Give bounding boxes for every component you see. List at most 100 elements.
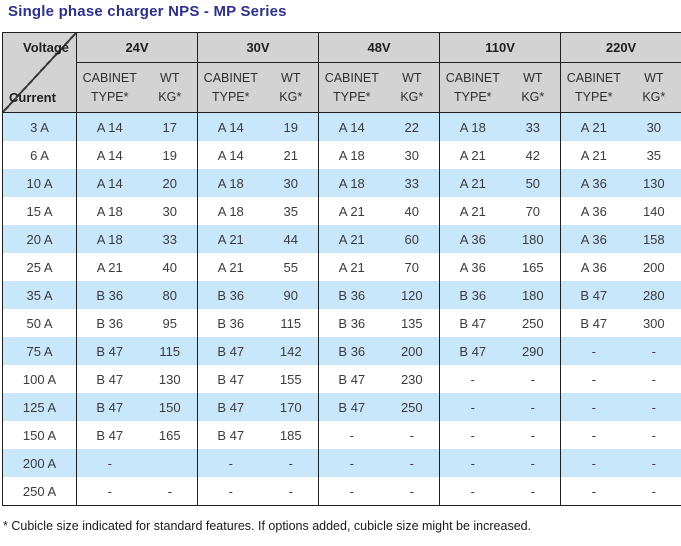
cell-cabinet-type: A 21 bbox=[439, 169, 506, 197]
subheader-cabinet-type: CABINET TYPE* bbox=[560, 62, 627, 113]
cell-weight: - bbox=[626, 449, 681, 477]
subheader-line: KG* bbox=[521, 89, 545, 104]
subheader-weight: WT KG* bbox=[505, 62, 561, 113]
cell-cabinet-type: B 47 bbox=[318, 365, 385, 393]
voltage-header: 24V bbox=[75, 32, 198, 63]
cell-weight: 40 bbox=[384, 197, 440, 225]
current-axis-label: Current bbox=[9, 90, 56, 105]
cell-cabinet-type: A 21 bbox=[439, 197, 506, 225]
cell-cabinet-type: A 14 bbox=[197, 141, 264, 169]
cell-cabinet-type: A 21 bbox=[318, 253, 385, 281]
cell-cabinet-type: - bbox=[560, 393, 627, 421]
cell-cabinet-type: B 47 bbox=[197, 337, 264, 365]
cell-cabinet-type: - bbox=[197, 477, 264, 506]
cell-weight: 20 bbox=[142, 169, 198, 197]
cell-weight: - bbox=[384, 477, 440, 506]
subheader-line: KG* bbox=[400, 89, 424, 104]
cell-cabinet-type: A 36 bbox=[439, 225, 506, 253]
cell-cabinet-type: A 21 bbox=[197, 253, 264, 281]
subheader-line: KG* bbox=[158, 89, 182, 104]
cell-cabinet-type: B 36 bbox=[318, 337, 385, 365]
cell-weight: 35 bbox=[626, 141, 681, 169]
cell-weight: 19 bbox=[142, 141, 198, 169]
subheader-line: TYPE* bbox=[212, 89, 250, 104]
cell-current: 250 A bbox=[2, 477, 77, 506]
cell-cabinet-type: A 18 bbox=[76, 197, 143, 225]
cell-weight: 200 bbox=[626, 253, 681, 281]
cell-cabinet-type: B 36 bbox=[197, 281, 264, 309]
cell-weight: 55 bbox=[263, 253, 319, 281]
cell-cabinet-type: A 21 bbox=[560, 141, 627, 169]
cell-cabinet-type: A 36 bbox=[439, 253, 506, 281]
cell-weight: 165 bbox=[142, 421, 198, 449]
subheader-weight: WT KG* bbox=[384, 62, 440, 113]
cell-weight: 22 bbox=[384, 112, 440, 141]
subheader-line: WT bbox=[644, 70, 664, 85]
subheader-line: CABINET bbox=[82, 70, 137, 85]
cell-cabinet-type: B 36 bbox=[318, 309, 385, 337]
cell-weight: 33 bbox=[142, 225, 198, 253]
cell-cabinet-type: A 21 bbox=[439, 141, 506, 169]
cell-weight: 33 bbox=[505, 112, 561, 141]
cell-weight: - bbox=[142, 477, 198, 506]
cell-weight: 60 bbox=[384, 225, 440, 253]
cell-cabinet-type: - bbox=[439, 393, 506, 421]
cell-cabinet-type: A 14 bbox=[76, 169, 143, 197]
cell-cabinet-type: A 18 bbox=[439, 112, 506, 141]
footnote: * Cubicle size indicated for standard fe… bbox=[3, 519, 532, 533]
cell-cabinet-type: - bbox=[560, 365, 627, 393]
cell-cabinet-type: - bbox=[560, 337, 627, 365]
page-title: Single phase charger NPS - MP Series bbox=[8, 3, 287, 20]
diagonal-divider bbox=[3, 33, 76, 112]
cell-cabinet-type: - bbox=[318, 477, 385, 506]
cell-current: 125 A bbox=[2, 393, 77, 421]
cell-weight: - bbox=[505, 393, 561, 421]
subheader-line: TYPE* bbox=[333, 89, 371, 104]
cell-weight: 40 bbox=[142, 253, 198, 281]
cell-weight: 300 bbox=[626, 309, 681, 337]
cell-current: 75 A bbox=[2, 337, 77, 365]
subheader-line: WT bbox=[160, 70, 180, 85]
cell-current: 3 A bbox=[2, 112, 77, 141]
cell-weight: 42 bbox=[505, 141, 561, 169]
cell-weight: 290 bbox=[505, 337, 561, 365]
cell-cabinet-type: - bbox=[318, 421, 385, 449]
cell-cabinet-type: - bbox=[439, 421, 506, 449]
cell-weight: 19 bbox=[263, 112, 319, 141]
cell-cabinet-type: A 14 bbox=[76, 141, 143, 169]
cell-weight: - bbox=[626, 393, 681, 421]
cell-weight: 120 bbox=[384, 281, 440, 309]
subheader-weight: WT KG* bbox=[142, 62, 198, 113]
cell-cabinet-type: A 36 bbox=[560, 169, 627, 197]
cell-cabinet-type: - bbox=[76, 449, 143, 477]
cell-cabinet-type: - bbox=[439, 365, 506, 393]
cell-weight: 180 bbox=[505, 281, 561, 309]
cell-weight: 185 bbox=[263, 421, 319, 449]
cell-cabinet-type: B 36 bbox=[318, 281, 385, 309]
table-header: Voltage Current 24V 30V 48V 110V 220V CABINE… bbox=[2, 32, 681, 113]
subheader-line: CABINET bbox=[445, 70, 500, 85]
cell-weight: - bbox=[263, 449, 319, 477]
cell-cabinet-type: B 47 bbox=[439, 337, 506, 365]
cell-cabinet-type: B 36 bbox=[197, 309, 264, 337]
cell-cabinet-type: B 47 bbox=[560, 309, 627, 337]
cell-weight: - bbox=[384, 449, 440, 477]
cell-cabinet-type: A 36 bbox=[560, 253, 627, 281]
cell-weight: 200 bbox=[384, 337, 440, 365]
cell-cabinet-type: A 21 bbox=[560, 112, 627, 141]
table-row: 200 A--------- bbox=[2, 449, 681, 477]
cell-weight: 180 bbox=[505, 225, 561, 253]
cell-current: 10 A bbox=[2, 169, 77, 197]
cell-current: 35 A bbox=[2, 281, 77, 309]
cell-weight: 142 bbox=[263, 337, 319, 365]
cell-cabinet-type: B 47 bbox=[197, 421, 264, 449]
cell-weight: 30 bbox=[263, 169, 319, 197]
cell-current: 100 A bbox=[2, 365, 77, 393]
cell-weight bbox=[142, 449, 198, 477]
